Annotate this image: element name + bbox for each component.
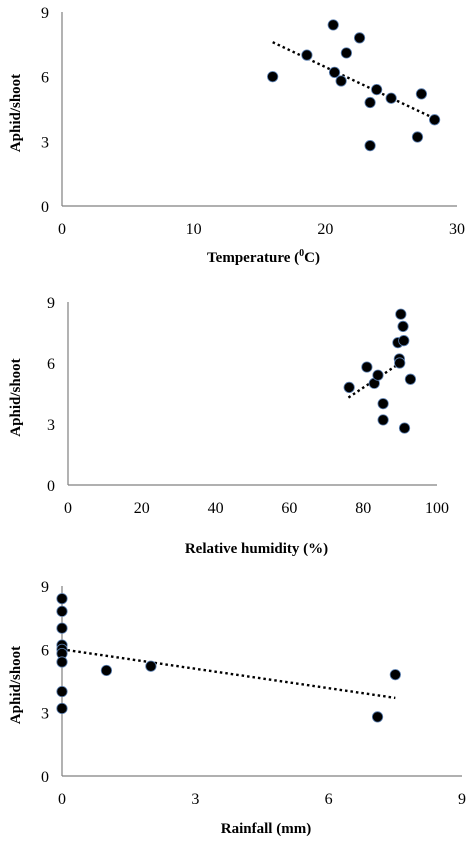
data-point <box>343 381 355 393</box>
data-point <box>56 685 68 698</box>
data-point <box>415 88 428 100</box>
data-point <box>56 605 68 617</box>
x-tick-label: 10 <box>186 221 202 238</box>
data-point <box>361 361 373 373</box>
x-axis-title-main: Temperature ( <box>207 250 299 266</box>
data-point <box>429 114 441 126</box>
data-point <box>340 47 352 59</box>
data-point <box>398 422 411 434</box>
trendline <box>61 648 396 700</box>
y-axis-title: Aphid/shoot <box>8 646 24 724</box>
data-point <box>395 308 407 320</box>
data-point <box>385 92 397 104</box>
data-point <box>145 660 157 672</box>
x-tick-label: 3 <box>191 791 199 808</box>
y-tick-label: 3 <box>41 706 49 723</box>
data-point <box>56 622 68 634</box>
x-axis-title-unit: C) <box>304 250 320 266</box>
data-point <box>56 593 68 605</box>
y-tick-label: 6 <box>41 70 49 87</box>
data-point <box>372 369 384 381</box>
x-tick-label: 0 <box>64 500 72 517</box>
x-tick-label: 6 <box>325 791 333 808</box>
y-tick-label: 6 <box>47 356 55 373</box>
data-point <box>364 140 376 152</box>
chart-humidity: 0 3 6 9 0 20 40 60 80 100 Aphid/shoot Relative humi… <box>8 295 449 557</box>
x-tick-label: 0 <box>58 221 66 238</box>
data-point <box>389 669 401 681</box>
data-point <box>267 71 279 83</box>
x-axis-title-superscript: 0 <box>299 248 304 259</box>
data-point <box>404 373 417 385</box>
y-tick-label: 9 <box>41 5 49 22</box>
data-point <box>394 357 406 369</box>
y-tick-label: 3 <box>41 134 49 151</box>
data-point <box>377 398 389 410</box>
trendline <box>347 362 401 399</box>
data-point <box>371 84 383 96</box>
x-axis-title: Rainfall (mm) <box>221 821 311 837</box>
x-tick-label: 30 <box>449 221 465 238</box>
data-point <box>335 75 347 87</box>
data-point <box>397 320 409 332</box>
data-point <box>56 656 68 668</box>
x-tick-label: 20 <box>317 221 333 238</box>
data-point <box>377 414 389 426</box>
x-axis-title: Temperature (0C) <box>207 248 320 266</box>
chart-rainfall: 0 3 6 9 0 3 6 9 Aphid/shoot Rainfall (mm) <box>8 579 466 837</box>
y-tick-label: 0 <box>41 199 49 216</box>
x-tick-label: 100 <box>425 500 449 517</box>
data-point <box>328 66 341 78</box>
data-point <box>301 49 313 61</box>
x-tick-label: 40 <box>208 500 224 517</box>
x-tick-label: 0 <box>58 791 66 808</box>
data-point <box>364 96 376 109</box>
y-tick-label: 9 <box>47 295 55 312</box>
x-tick-label: 60 <box>281 500 297 517</box>
x-axis-title: Relative humidity (%) <box>185 541 328 557</box>
data-point <box>371 711 384 723</box>
y-tick-label: 6 <box>41 642 49 659</box>
y-axis-title: Aphid/shoot <box>8 358 24 436</box>
y-tick-label: 0 <box>41 769 49 786</box>
data-point <box>100 664 113 677</box>
data-point <box>327 19 339 31</box>
y-tick-label: 3 <box>47 417 55 434</box>
trendline <box>272 41 438 121</box>
y-axis-title: Aphid/shoot <box>8 74 24 152</box>
data-point <box>411 131 424 143</box>
data-point <box>398 335 410 347</box>
x-tick-label: 20 <box>134 500 150 517</box>
data-point <box>353 32 366 44</box>
y-tick-label: 0 <box>47 478 55 495</box>
data-point <box>56 702 68 715</box>
x-tick-label: 80 <box>355 500 371 517</box>
y-tick-label: 9 <box>41 579 49 596</box>
x-tick-label: 9 <box>458 791 466 808</box>
